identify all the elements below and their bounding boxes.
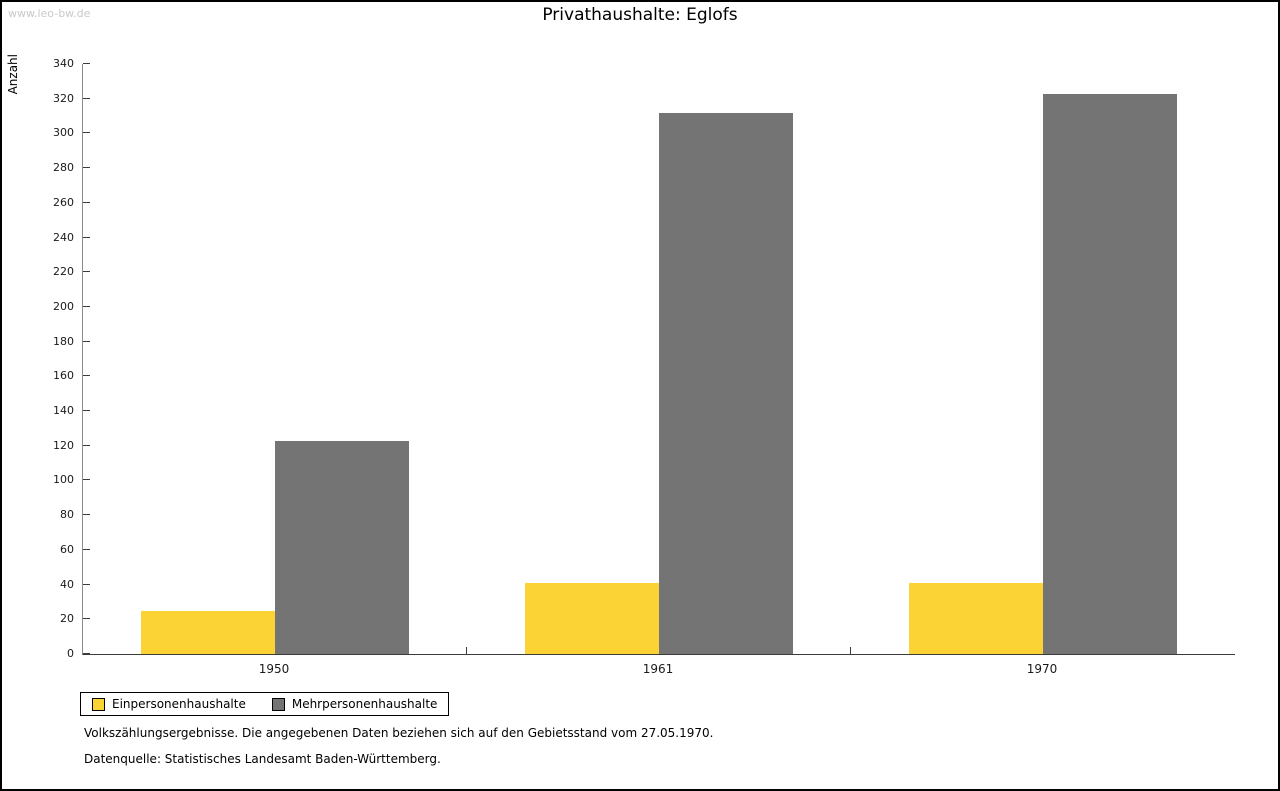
y-tick-label: 140 — [53, 404, 74, 418]
chart-title: Privathaushalte: Eglofs — [542, 5, 738, 25]
legend-swatch — [92, 697, 105, 711]
legend-swatch — [271, 697, 285, 711]
bar-mehrpersonenhaushalte-1970 — [1043, 93, 1177, 654]
x-axis-label: 1961 — [642, 662, 674, 676]
y-tick-label: 180 — [53, 334, 74, 348]
y-tick-label: 260 — [53, 195, 74, 209]
footnote-data-source: Datenquelle: Statistisches Landesamt Bad… — [84, 752, 441, 766]
y-tick-label: 280 — [53, 161, 74, 175]
y-tick-mark — [83, 618, 90, 620]
x-tick-mark — [466, 647, 467, 654]
y-tick-mark — [83, 479, 90, 481]
y-tick-mark — [83, 132, 90, 134]
y-tick-mark — [83, 548, 90, 550]
watermark: www.leo-bw.de — [8, 7, 91, 20]
y-tick-mark — [83, 514, 90, 516]
y-tick-label: 100 — [53, 473, 74, 487]
y-tick-label: 320 — [53, 91, 74, 105]
legend-item: Einpersonenhaushalte — [92, 697, 246, 711]
plot-area — [82, 64, 1235, 655]
x-axis-label: 1970 — [1026, 662, 1058, 676]
y-tick-mark — [83, 305, 90, 307]
bar-einpersonenhaushalte-1970 — [909, 582, 1043, 654]
y-tick-label: 40 — [60, 577, 74, 591]
y-tick-label: 220 — [53, 265, 74, 279]
y-tick-label: 160 — [53, 369, 74, 383]
bar-einpersonenhaushalte-1950 — [141, 610, 275, 654]
y-tick-mark — [83, 236, 90, 238]
y-tick-label: 60 — [60, 542, 74, 556]
y-tick-mark — [83, 410, 90, 412]
x-tick-mark — [850, 647, 851, 654]
y-tick-label: 200 — [53, 299, 74, 313]
y-tick-label: 80 — [60, 508, 74, 522]
y-tick-mark — [83, 444, 90, 446]
y-tick-label: 0 — [67, 647, 74, 660]
y-tick-mark — [83, 167, 90, 169]
footnote-source-note: Volkszählungsergebnisse. Die angegebenen… — [84, 726, 714, 740]
y-tick-mark — [83, 97, 90, 99]
y-tick-label: 20 — [60, 612, 74, 626]
bar-mehrpersonenhaushalte-1961 — [659, 112, 793, 654]
y-tick-label: 240 — [53, 230, 74, 244]
legend-label: Einpersonenhaushalte — [112, 697, 246, 711]
legend: Einpersonenhaushalte Mehrpersonenhaushalt… — [80, 692, 450, 716]
y-tick-mark — [83, 653, 90, 654]
y-tick-mark — [83, 271, 90, 273]
bar-mehrpersonenhaushalte-1950 — [275, 440, 409, 654]
x-axis-label: 1950 — [258, 662, 290, 676]
y-tick-mark — [83, 340, 90, 342]
y-tick-mark — [83, 583, 90, 585]
y-tick-label: 120 — [53, 438, 74, 452]
y-tick-mark — [83, 375, 90, 377]
y-tick-mark — [83, 63, 90, 64]
bar-einpersonenhaushalte-1961 — [525, 582, 659, 654]
y-tick-label: 300 — [53, 126, 74, 140]
y-tick-label: 340 — [53, 57, 74, 70]
legend-item: Mehrpersonenhaushalte — [271, 697, 438, 711]
legend-label: Mehrpersonenhaushalte — [291, 697, 438, 711]
y-tick-mark — [83, 201, 90, 203]
